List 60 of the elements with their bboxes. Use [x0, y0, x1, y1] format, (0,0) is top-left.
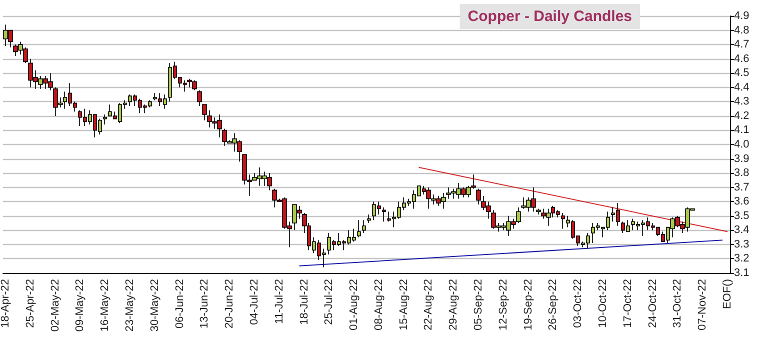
x-tick-label: 17-Oct-22	[622, 279, 634, 328]
y-tick-label: 4.1	[734, 124, 750, 136]
x-tick-label: 03-Oct-22	[572, 279, 584, 328]
candlestick	[197, 90, 202, 106]
y-tick-label: 4.3	[734, 96, 750, 108]
y-tick-label: 3.2	[734, 252, 750, 265]
x-tick-label: EOF()	[722, 279, 734, 309]
y-tick-label: 3.3	[734, 238, 750, 250]
x-tick-label: 05-Sep-22	[472, 279, 485, 330]
x-tick-label: 08-Aug-22	[372, 279, 385, 330]
y-tick-label: 3.8	[734, 167, 750, 180]
candlestick	[103, 114, 107, 125]
y-tick-label: 3.6	[734, 196, 750, 208]
x-tick-label: 10-Oct-22	[597, 279, 610, 328]
y-tick-label: 4.2	[734, 110, 750, 122]
chart-title: Copper - Daily Candles	[468, 8, 632, 25]
candlestick	[367, 214, 371, 224]
x-tick-label: 11-Jul-22	[273, 279, 286, 324]
x-tick-label: 06-Jun-22	[174, 279, 186, 329]
y-tick-label: 4.8	[734, 24, 750, 36]
x-tick-label: 25-Jul-22	[323, 279, 336, 325]
candlestick	[357, 220, 361, 238]
y-tick-label: 4.5	[734, 67, 750, 80]
candlestick	[382, 206, 386, 222]
y-tick-label: 4.4	[734, 81, 750, 94]
x-tick-label: 07-Nov-22	[696, 279, 709, 330]
candlestick	[476, 188, 481, 205]
x-tick-label: 31-Oct-22	[672, 279, 684, 328]
x-tick-label: 04-Jul-22	[248, 279, 260, 325]
x-tick-label: 22-Aug-22	[422, 279, 435, 330]
x-tick-label: 16-May-22	[99, 279, 112, 332]
x-tick-label: 09-May-22	[74, 279, 86, 332]
y-tick-label: 4.0	[734, 138, 750, 150]
candlestick	[362, 220, 366, 234]
x-tick-label: 15-Aug-22	[398, 279, 410, 330]
x-tick-label: 20-Jun-22	[224, 279, 236, 329]
x-tick-label: 30-May-22	[148, 279, 161, 332]
x-tick-label: 29-Aug-22	[448, 279, 460, 330]
y-tick-label: 3.9	[734, 152, 750, 165]
x-tick-label: 24-Oct-22	[646, 279, 659, 328]
x-tick-label: 02-May-22	[49, 279, 62, 332]
y-tick-label: 4.6	[734, 52, 750, 65]
x-tick-label: 26-Sep-22	[547, 279, 560, 330]
y-tick-label: 3.5	[734, 210, 750, 222]
x-tick-label: 23-May-22	[124, 279, 136, 332]
x-tick-label: 25-Apr-22	[24, 279, 36, 328]
candlestick	[202, 104, 207, 121]
x-tick-label: 19-Sep-22	[522, 279, 534, 330]
y-tick-label: 3.7	[734, 181, 750, 194]
candlestick	[536, 208, 541, 215]
y-tick-label: 4.7	[734, 38, 750, 51]
x-tick-label: 13-Jun-22	[198, 279, 211, 329]
y-tick-label: 3.1	[734, 267, 750, 279]
candlestick	[561, 212, 565, 230]
x-tick-label: 18-Jul-22	[298, 279, 310, 325]
x-tick-label: 12-Sep-22	[497, 279, 510, 330]
y-tick-label: 3.4	[734, 224, 750, 236]
x-tick-label: 01-Aug-22	[348, 279, 360, 330]
x-tick-label: 18-Apr-22	[0, 279, 12, 328]
y-tick-label: 4.9	[734, 10, 750, 22]
